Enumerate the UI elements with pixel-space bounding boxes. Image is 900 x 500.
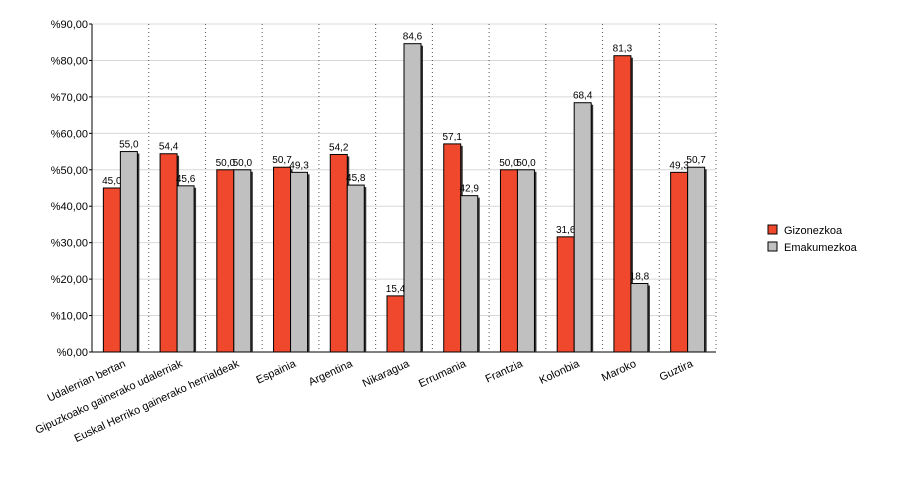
bar [273, 166, 292, 353]
value-label: 45,8 [346, 173, 366, 184]
bar [176, 185, 195, 353]
value-label: 50,7 [686, 155, 706, 166]
value-label: 84,6 [403, 32, 423, 43]
bar [573, 102, 592, 353]
legend-label: Emakumezkoa [784, 242, 858, 254]
value-label: 18,8 [630, 271, 650, 282]
value-label: 49,3 [289, 160, 309, 171]
value-label: 55,0 [119, 140, 139, 151]
bar [159, 153, 178, 353]
x-tick-label: Nikaragua [361, 357, 412, 389]
value-label: 68,4 [573, 91, 593, 102]
x-tick-label: Espainia [254, 357, 298, 386]
value-label: 54,4 [159, 142, 179, 153]
x-tick-label: Errumania [417, 357, 469, 390]
y-tick-label: %50,00 [51, 165, 88, 177]
bar [290, 171, 309, 353]
y-tick-label: %90,00 [51, 19, 88, 31]
bar [687, 166, 706, 353]
x-tick-group: Espainia [254, 357, 298, 386]
value-label: 42,9 [459, 184, 479, 195]
y-tick-label: %30,00 [51, 238, 88, 250]
y-tick-label: %40,00 [51, 201, 88, 213]
legend-swatch [767, 224, 778, 235]
bar [119, 151, 138, 353]
legend-swatch [767, 241, 778, 252]
x-tick-group: Frantzia [484, 357, 526, 385]
y-tick-label: %20,00 [51, 274, 88, 286]
value-label: 50,0 [216, 158, 236, 169]
bar [516, 169, 535, 353]
bar [499, 169, 518, 353]
bar [613, 55, 632, 353]
bar [443, 143, 462, 353]
x-tick-group: Kolonbia [538, 357, 583, 386]
y-tick-label: %10,00 [51, 311, 88, 323]
value-label: 45,0 [102, 176, 122, 187]
bar [403, 43, 422, 353]
x-tick-group: Guztira [658, 357, 696, 383]
bar [102, 187, 121, 353]
bar [346, 184, 365, 353]
value-label: 81,3 [613, 44, 633, 55]
value-label: 15,4 [386, 284, 406, 295]
bar [556, 236, 575, 353]
value-label: 50,7 [272, 155, 292, 166]
value-label: 50,0 [516, 158, 536, 169]
y-tick-label: %70,00 [51, 92, 88, 104]
value-label: 50,0 [499, 158, 519, 169]
x-tick-label: Maroko [600, 358, 638, 384]
x-tick-label: Kolonbia [538, 357, 583, 386]
value-label: 57,1 [442, 132, 462, 143]
value-label: 54,2 [329, 142, 349, 153]
x-tick-label: Argentina [307, 357, 356, 388]
legend-label: Gizonezkoa [784, 225, 843, 237]
value-label: 31,6 [556, 225, 576, 236]
bar [329, 153, 348, 353]
bar [216, 169, 235, 353]
value-label: 45,6 [176, 174, 196, 185]
bar [460, 195, 479, 353]
bar [630, 282, 649, 353]
value-label: 49,3 [669, 160, 689, 171]
x-tick-group: Errumania [417, 357, 469, 390]
bar [386, 295, 405, 353]
bar [233, 169, 252, 353]
y-tick-label: %0,00 [57, 347, 88, 359]
y-tick-label: %80,00 [51, 55, 88, 67]
y-tick-label: %60,00 [51, 128, 88, 140]
x-tick-label: Frantzia [484, 357, 526, 385]
x-tick-group: Argentina [307, 357, 356, 388]
x-tick-group: Nikaragua [361, 357, 412, 389]
x-tick-label: Guztira [658, 357, 696, 383]
bar [670, 171, 689, 353]
value-label: 50,0 [233, 158, 253, 169]
x-tick-group: Maroko [600, 358, 638, 384]
